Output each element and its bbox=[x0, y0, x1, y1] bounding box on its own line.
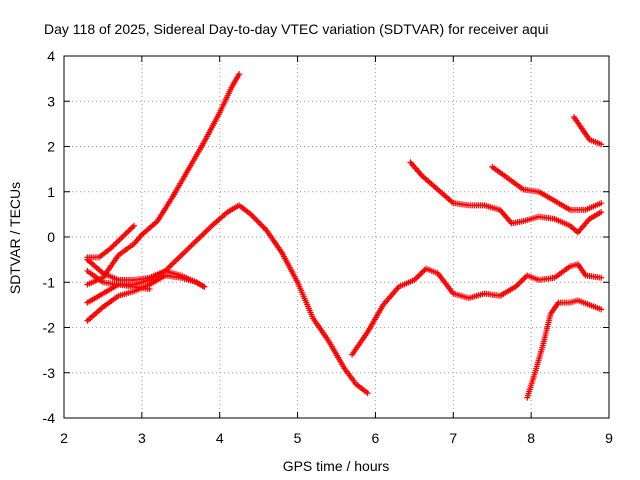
grid-lines bbox=[64, 56, 609, 418]
tick-labels: 2 3 4 5 6 7 8 9 -4 -3 -2 -1 0 1 2 3 4 bbox=[43, 48, 614, 446]
y-tick-label: -2 bbox=[43, 320, 56, 336]
x-axis-label: GPS time / hours bbox=[283, 458, 390, 474]
chart-title: Day 118 of 2025, Sidereal Day-to-day VTE… bbox=[44, 21, 548, 37]
data-point bbox=[598, 274, 605, 281]
data-series-8 bbox=[407, 159, 605, 236]
data-series-5 bbox=[84, 267, 153, 293]
data-point bbox=[598, 209, 605, 216]
data-series-9 bbox=[489, 163, 605, 213]
data-series-4 bbox=[84, 256, 208, 290]
x-tick-label: 3 bbox=[138, 430, 146, 446]
x-tick-label: 2 bbox=[60, 430, 68, 446]
data-point bbox=[598, 141, 605, 148]
x-tick-label: 6 bbox=[372, 430, 380, 446]
x-tick-label: 5 bbox=[294, 430, 302, 446]
x-tick-label: 8 bbox=[527, 430, 535, 446]
x-tick-label: 7 bbox=[449, 430, 457, 446]
y-tick-label: 0 bbox=[47, 229, 55, 245]
data-point bbox=[364, 390, 371, 397]
y-tick-label: 1 bbox=[47, 184, 55, 200]
y-axis-label: SDTVAR / TECUs bbox=[7, 182, 23, 294]
data-series-11 bbox=[524, 297, 605, 401]
y-tick-label: 2 bbox=[47, 139, 55, 155]
x-tick-label: 4 bbox=[216, 430, 224, 446]
data-point bbox=[598, 306, 605, 313]
axis-ticks bbox=[63, 55, 610, 419]
y-tick-label: 4 bbox=[47, 48, 55, 64]
x-tick-label: 9 bbox=[605, 430, 613, 446]
data-point bbox=[131, 222, 138, 229]
y-tick-label: -1 bbox=[43, 274, 56, 290]
data-point bbox=[598, 200, 605, 207]
y-tick-label: -3 bbox=[43, 365, 56, 381]
y-tick-label: 3 bbox=[47, 93, 55, 109]
data-point bbox=[201, 283, 208, 290]
data-points bbox=[84, 71, 605, 401]
data-point bbox=[146, 286, 153, 293]
y-tick-label: -4 bbox=[43, 410, 56, 426]
data-series-6 bbox=[84, 222, 138, 261]
data-series-10 bbox=[570, 114, 605, 148]
data-point bbox=[236, 71, 243, 78]
data-series-1 bbox=[84, 71, 243, 288]
data-series-7 bbox=[349, 261, 605, 358]
